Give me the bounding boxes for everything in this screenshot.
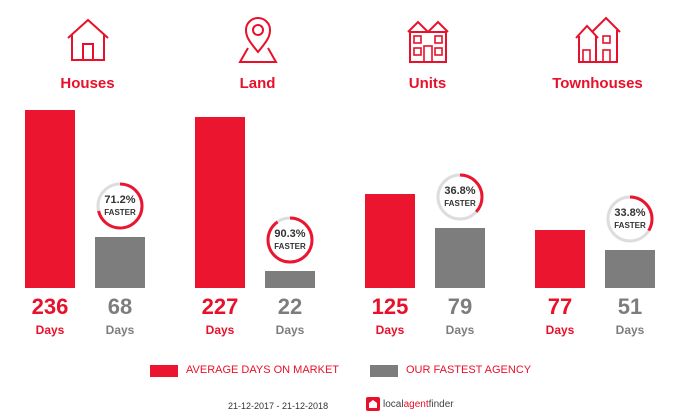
bar-average-townhouses (535, 230, 585, 288)
map-pin-icon (230, 12, 286, 68)
bar-average-houses (25, 110, 75, 288)
bar-average-units (365, 194, 415, 288)
faster-text: FASTER (104, 208, 136, 217)
bar-fastest-units (435, 228, 485, 288)
unit-label-average: Days (375, 323, 405, 337)
category-label: Townhouses (552, 75, 643, 92)
unit-label-average: Days (205, 323, 235, 337)
progress-ring (436, 173, 484, 221)
unit-label-fastest: Days (615, 323, 645, 337)
progress-ring (96, 182, 144, 230)
bar-fastest-houses (95, 237, 145, 288)
legend-swatch-fastest (370, 365, 398, 377)
category-label: Houses (60, 75, 115, 92)
faster-percent: 33.8% (614, 207, 646, 219)
faster-text: FASTER (444, 199, 476, 208)
category-group-land: Land 227 22 Days Days 90.3% FASTER (170, 0, 345, 350)
faster-percent: 90.3% (274, 228, 306, 240)
bar-fastest-townhouses (605, 250, 655, 288)
faster-percent: 36.8% (444, 185, 476, 197)
value-fastest: 22 (277, 294, 303, 319)
value-average: 125 (371, 294, 409, 319)
progress-ring (606, 195, 654, 243)
unit-label-fastest: Days (275, 323, 305, 337)
category-label: Land (239, 75, 276, 92)
category-label: Units (408, 75, 447, 92)
unit-label-average: Days (545, 323, 575, 337)
bar-fastest-land (265, 271, 315, 288)
legend-label-fastest: OUR FASTEST AGENCY (406, 364, 532, 376)
unit-label-average: Days (35, 323, 65, 337)
townhouse-icon (570, 12, 626, 68)
value-fastest: 79 (447, 294, 473, 319)
category-group-units: Units 125 79 Days Days 36.8% FASTER (340, 0, 515, 350)
faster-badge: 90.3% FASTER (265, 215, 315, 265)
progress-ring (266, 216, 314, 264)
category-group-townhouses: Townhouses 77 51 Days Days 33.8% FASTER (510, 0, 685, 350)
apartment-icon (400, 12, 456, 68)
faster-percent: 71.2% (104, 194, 136, 206)
faster-badge: 71.2% FASTER (95, 181, 145, 231)
faster-text: FASTER (614, 221, 646, 230)
faster-text: FASTER (274, 242, 306, 251)
brand-name: localagentfinder (383, 399, 454, 410)
bar-average-land (195, 117, 245, 288)
unit-label-fastest: Days (105, 323, 135, 337)
legend-label-average: AVERAGE DAYS ON MARKET (186, 364, 340, 376)
category-group-houses: Houses 236 68 Days Days 71.2% FASTER (0, 0, 175, 350)
brand-logo-icon (366, 397, 380, 411)
legend-swatch-average (150, 365, 178, 377)
house-icon (60, 12, 116, 68)
faster-badge: 33.8% FASTER (605, 194, 655, 244)
unit-label-fastest: Days (445, 323, 475, 337)
value-fastest: 51 (617, 294, 643, 319)
value-fastest: 68 (107, 294, 133, 319)
value-average: 236 (31, 294, 69, 319)
value-average: 77 (547, 294, 573, 319)
date-range: 21-12-2017 - 21-12-2018 (228, 401, 329, 411)
faster-badge: 36.8% FASTER (435, 172, 485, 222)
value-average: 227 (201, 294, 239, 319)
